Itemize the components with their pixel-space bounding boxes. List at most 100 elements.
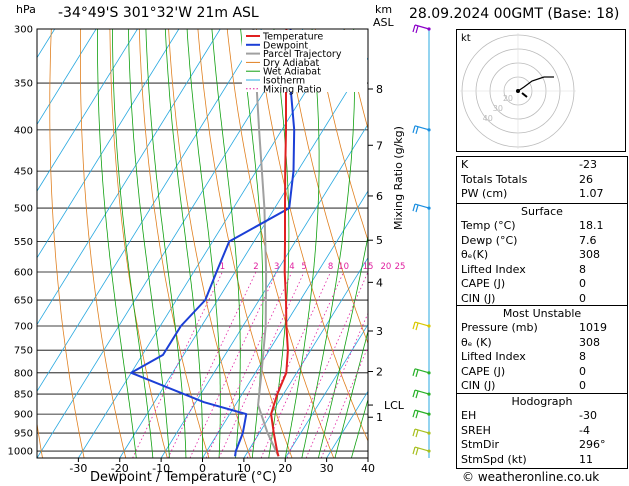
pressure-tick-label: 500: [14, 204, 33, 215]
wind-barb: [412, 321, 431, 331]
stat-value: 0: [579, 379, 586, 392]
km-tick-label: 3: [376, 325, 383, 338]
wind-barb: [412, 24, 431, 34]
stat-row: Dewp (°C) 7.6: [457, 234, 627, 249]
stat-label: PW (cm): [461, 187, 508, 200]
stat-label: θₑ(K): [461, 248, 489, 261]
isotherm-line: [37, 29, 221, 326]
stat-row: K -23: [457, 158, 627, 173]
stat-row: θₑ(K) 308: [457, 248, 627, 263]
pressure-tick-label: 850: [14, 390, 33, 401]
wind-barb: [412, 125, 431, 135]
dry-adiabat-line: [49, 29, 85, 458]
isotherm-line: [37, 29, 97, 126]
stat-value: 8: [579, 350, 586, 363]
mixing-ratio-label: 10: [338, 262, 349, 272]
x-tick-label: 30: [320, 462, 334, 475]
stat-row: SREH -4: [457, 424, 627, 439]
stat-value: 308: [579, 248, 600, 261]
stat-label: Lifted Index: [461, 262, 526, 276]
stat-value: 308: [579, 335, 600, 349]
km-tick-label: 6: [376, 190, 383, 203]
isotherm-line: [202, 190, 368, 458]
mixing-ratio-label: 3: [274, 262, 279, 272]
dry-adiabat-line: [256, 29, 368, 443]
copyright-footer: © weatheronline.co.uk: [462, 470, 600, 484]
isotherm-line: [78, 29, 345, 458]
x-tick-label: -10: [152, 462, 170, 475]
dry-adiabat-line: [314, 29, 368, 242]
y-axis-right-label: Mixing Ratio (g/kg): [392, 126, 405, 230]
km-tick-label: 8: [376, 83, 383, 96]
stat-value: 0: [579, 364, 586, 378]
temperature-line: [270, 29, 289, 457]
pressure-tick-label: 900: [14, 410, 33, 421]
hodograph-unit-label: kt: [461, 33, 471, 44]
mixing-ratio-line: [246, 271, 331, 458]
stat-row: Pressure (mb) 1019: [457, 321, 627, 336]
stat-label: Temp (°C): [461, 219, 516, 232]
x-tick-label: 40: [361, 462, 375, 475]
stat-value: -4: [579, 423, 590, 437]
dry-adiabat-line: [80, 29, 127, 458]
stat-value: 26: [579, 172, 593, 186]
dry-adiabat-line: [168, 29, 251, 458]
mixing-ratio-line: [205, 271, 293, 458]
stat-label: Totals Totals: [461, 172, 528, 186]
pressure-tick-label: 400: [14, 125, 33, 136]
hodograph-ring-label: 20: [503, 94, 513, 103]
hodograph-ring-label: 30: [493, 104, 503, 113]
isotherm-line: [37, 29, 262, 393]
parcel-trajectory-line: [252, 29, 280, 457]
isotherm-line: [243, 257, 368, 458]
dewpoint-line: [130, 29, 296, 457]
stat-row: PW (cm) 1.07: [457, 187, 627, 202]
wet-adiabat-line: [284, 29, 320, 458]
stat-row: CAPE (J) 0: [457, 277, 627, 292]
mixing-ratio-label: 5: [301, 262, 306, 272]
pressure-tick-label: 600: [14, 267, 33, 278]
wind-barb: [412, 203, 431, 213]
wet-adiabat-line: [128, 29, 170, 458]
x-tick-label: 10: [237, 462, 251, 475]
location-title: -34°49'S 301°32'W 21m ASL: [58, 5, 259, 21]
stat-value: 7.6: [579, 233, 597, 247]
x-tick-label: 20: [278, 462, 292, 475]
mixing-ratio-line: [167, 271, 257, 458]
most-unstable-panel: Most Unstable Pressure (mb) 1019 θₑ (K) 308…: [456, 305, 628, 395]
wet-adiabat-line: [351, 398, 368, 458]
stat-value: 0: [579, 291, 586, 305]
isotherm-line: [284, 323, 368, 458]
mixing-ratio-line: [260, 271, 344, 458]
x-tick-label: -30: [69, 462, 87, 475]
km-tick-label: 4: [376, 276, 383, 289]
mixing-ratio-label: 2: [253, 262, 258, 272]
hpa-label: hPa: [16, 3, 36, 16]
wet-adiabat-line: [145, 29, 187, 458]
km-tick-label: LCL: [384, 399, 405, 412]
km-tick-label: 1: [376, 411, 383, 424]
stat-row: Temp (°C) 18.1: [457, 219, 627, 234]
stat-label: CAPE (J): [461, 277, 506, 290]
mixing-ratio-line: [218, 271, 305, 458]
stat-value: -23: [579, 158, 597, 171]
mixing-ratio-label: 20: [380, 262, 391, 272]
legend-entry: Parcel Trajectory: [263, 49, 342, 60]
stat-label: SREH: [461, 423, 491, 437]
surface-panel: Surface Temp (°C) 18.1 Dewp (°C) 7.6 θₑ(K) 30…: [456, 203, 628, 307]
stat-value: 11: [579, 452, 593, 466]
hodograph-table-panel: Hodograph EH -30 SREH -4 StmDir 296° StmSpd (k…: [456, 393, 628, 469]
pressure-tick-label: 350: [14, 79, 33, 90]
mixing-ratio-line: [286, 271, 368, 458]
stat-label: CAPE (J): [461, 364, 506, 378]
stat-row: CAPE (J) 0: [457, 365, 627, 380]
legend-entry: Dewpoint: [263, 40, 308, 51]
stat-label: StmDir: [461, 438, 500, 451]
mixing-ratio-line: [189, 271, 278, 458]
isotherm-line: [160, 123, 368, 458]
pressure-tick-label: 650: [14, 296, 33, 307]
x-tick-label: -20: [111, 462, 129, 475]
legend-box: [242, 30, 367, 92]
stat-row: StmSpd (kt) 11: [457, 453, 627, 468]
